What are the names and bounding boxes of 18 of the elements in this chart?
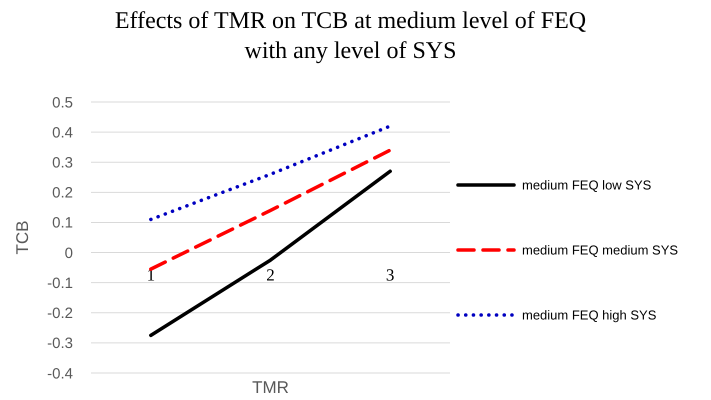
y-tick-label: 0.5 (52, 94, 73, 112)
x-tick-label: 3 (386, 266, 394, 285)
y-tick-label: -0.3 (47, 335, 73, 352)
y-tick-label: 0.4 (52, 124, 73, 142)
x-axis-title: TMR (252, 378, 289, 397)
y-tick-label: -0.2 (47, 305, 73, 322)
legend-label: medium FEQ medium SYS (522, 242, 678, 258)
x-tick-label: 2 (266, 266, 275, 285)
y-tick-label: -0.1 (47, 274, 73, 292)
y-tick-label: 0.3 (52, 154, 73, 172)
legend-label: medium FEQ low SYS (522, 178, 652, 193)
chart-title: Effects of TMR on TCB at medium level of FEQ with any level of SYS (114, 8, 586, 64)
y-tick-label: -0.4 (47, 365, 73, 382)
y-axis-title: TCB (13, 220, 32, 254)
y-tick-label: 0.1 (52, 214, 73, 232)
y-tick-label: 0.2 (52, 184, 73, 202)
legend-label: medium FEQ high SYS (522, 308, 657, 323)
y-tick-label: 0 (64, 244, 73, 262)
